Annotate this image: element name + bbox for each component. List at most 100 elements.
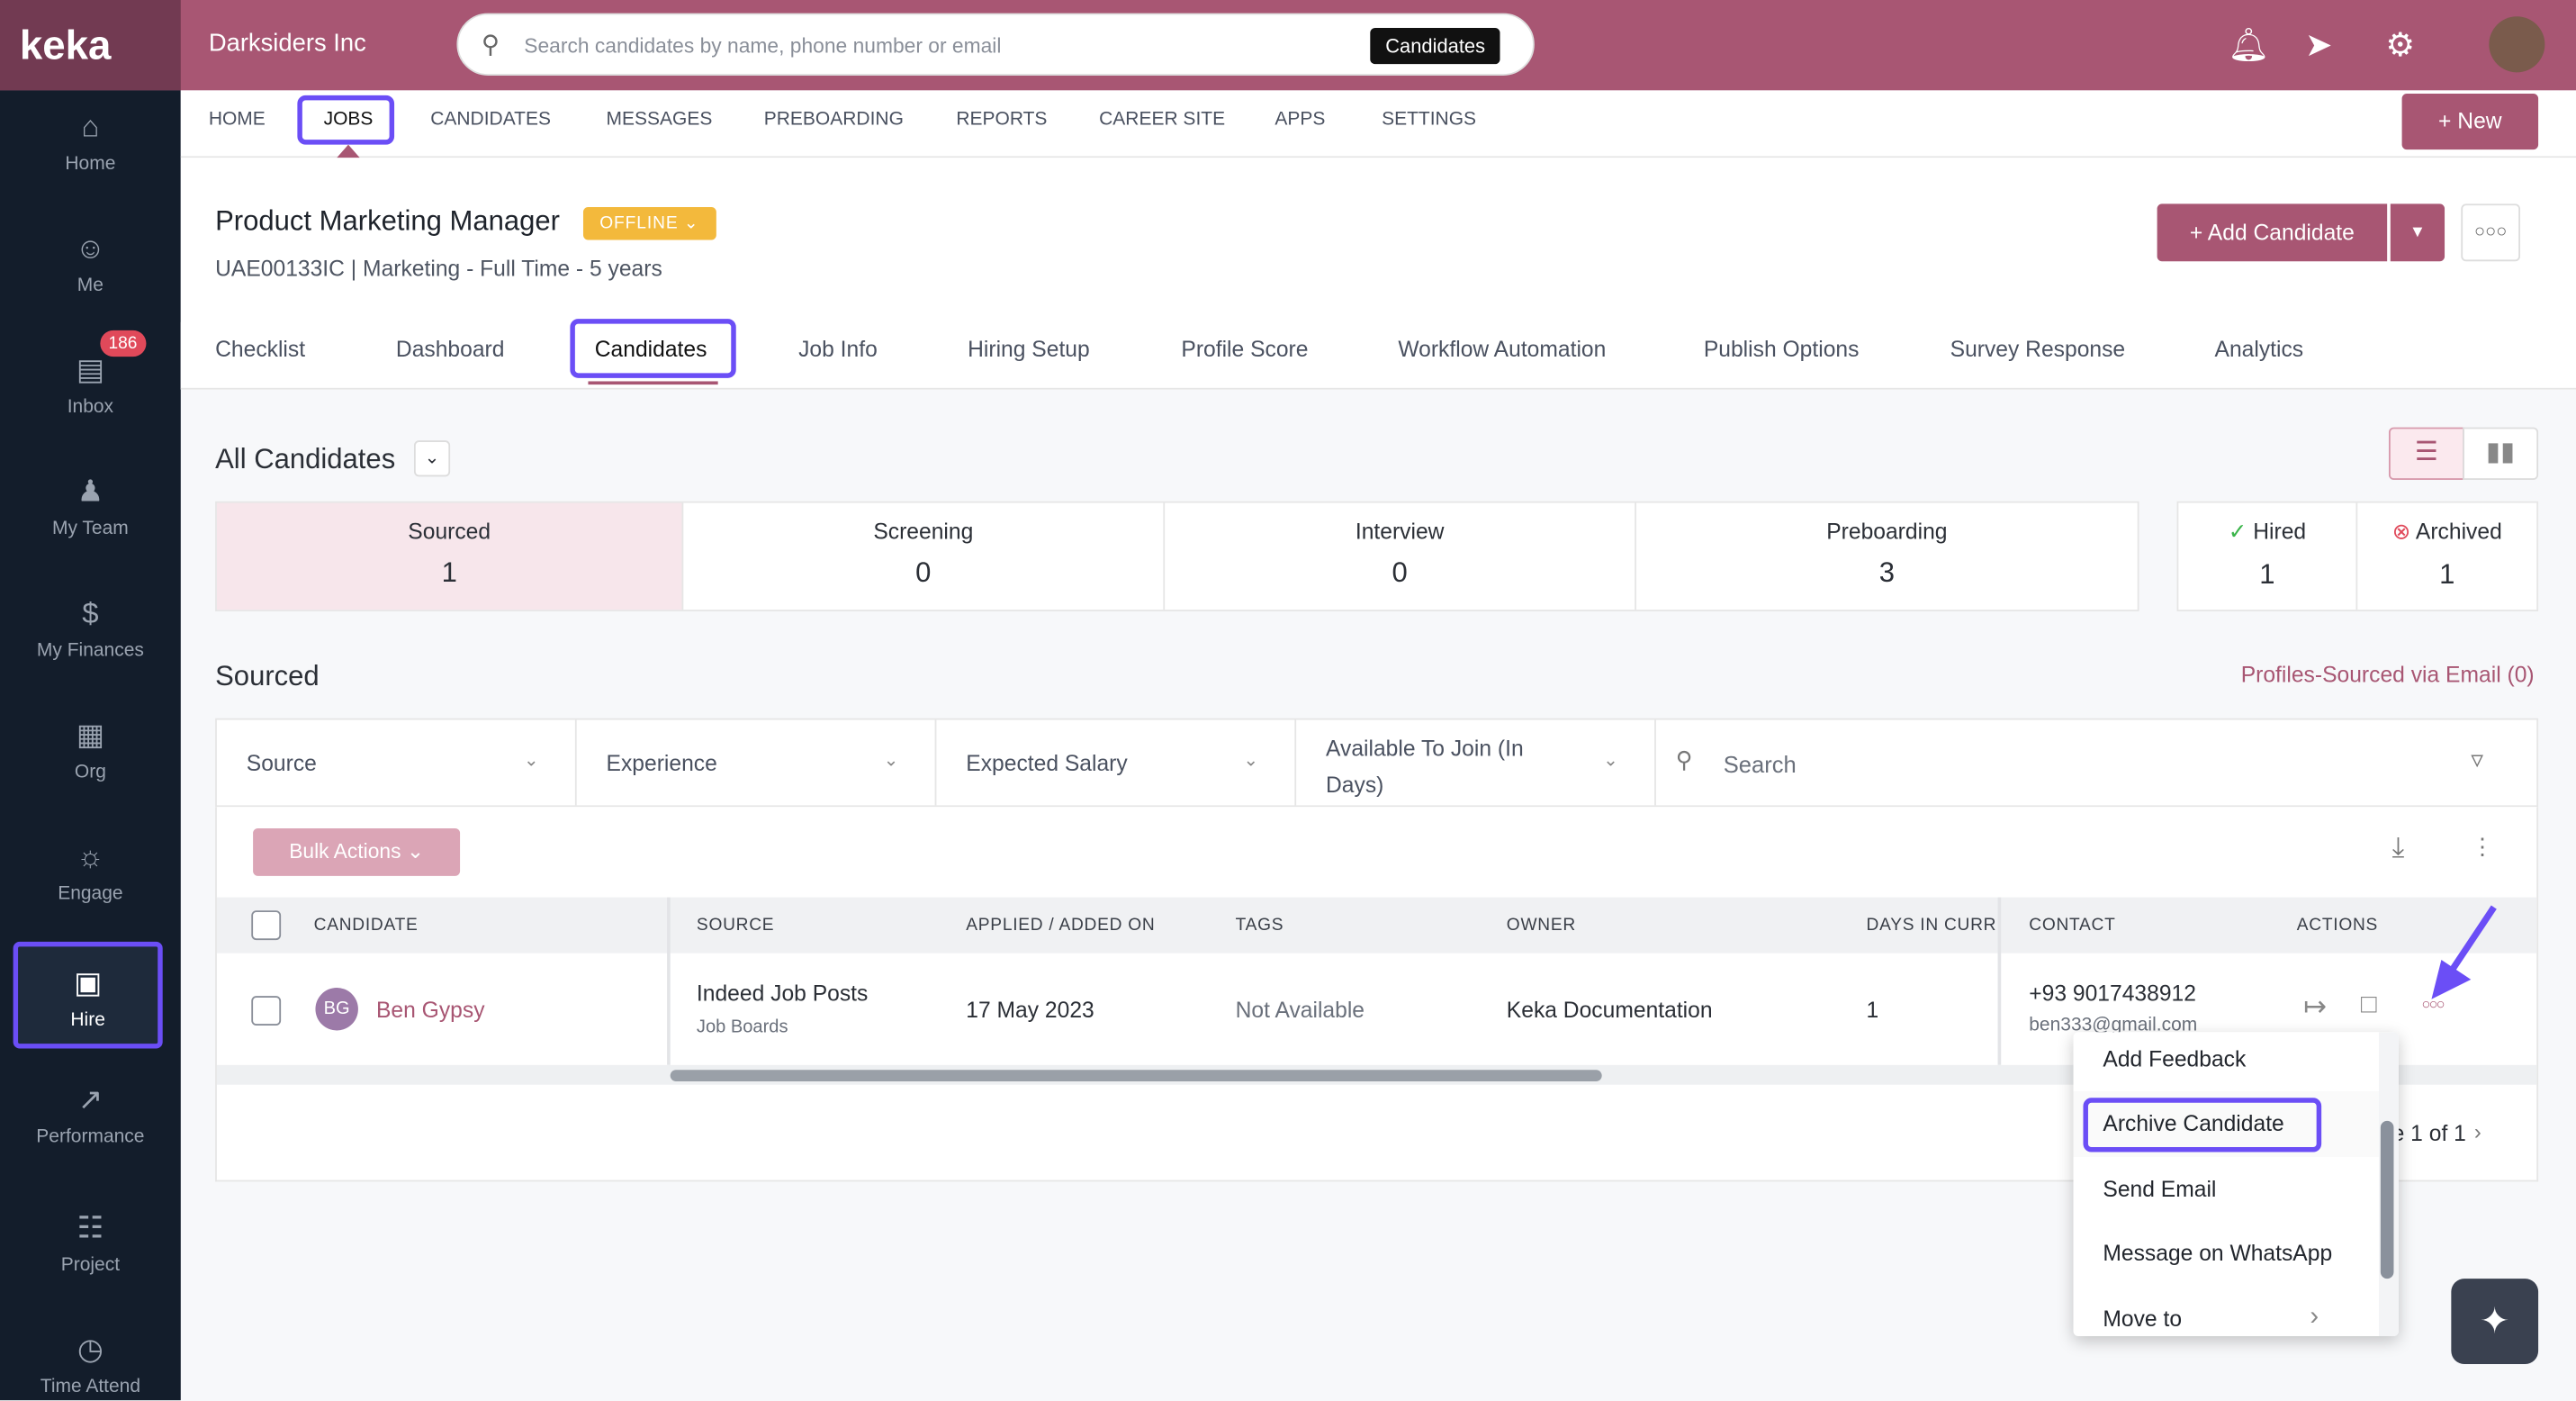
sidebar-item-me[interactable]: ☺ Me: [0, 212, 181, 333]
stage-screening[interactable]: Screening 0: [681, 502, 1163, 610]
inbox-icon: ▤: [76, 353, 104, 386]
filter-expected-salary[interactable]: Expected Salary ⌄: [936, 719, 1297, 806]
global-search[interactable]: ⚲ Search candidates by name, phone numbe…: [456, 13, 1535, 76]
section-heading: Sourced: [215, 660, 320, 692]
table-search-input[interactable]: Search: [1723, 751, 1797, 778]
select-all-checkbox[interactable]: [251, 910, 282, 941]
clear-filter-icon[interactable]: ▿: [2471, 746, 2483, 774]
tab-checklist[interactable]: Checklist: [215, 337, 306, 362]
filter-bar: Source ⌄ Experience ⌄ Expected Salary ⌄ Ava…: [215, 718, 2539, 808]
download-icon[interactable]: ⤓: [2391, 831, 2405, 863]
row-checkbox[interactable]: [251, 996, 282, 1026]
nav-settings[interactable]: SETTINGS: [1382, 110, 1477, 131]
tab-hiring-setup[interactable]: Hiring Setup: [968, 337, 1090, 362]
col-tags[interactable]: TAGS: [1235, 915, 1284, 936]
bulk-actions-button[interactable]: Bulk Actions ⌄: [253, 827, 461, 876]
engage-icon: ☼: [77, 839, 104, 873]
tab-publish-options[interactable]: Publish Options: [1703, 337, 1860, 362]
add-candidate-button[interactable]: + Add Candidate: [2157, 203, 2388, 262]
tab-survey-response[interactable]: Survey Response: [1950, 337, 2126, 362]
col-actions[interactable]: ACTIONS: [2296, 915, 2379, 936]
job-status-dropdown[interactable]: OFFLINE ⌄: [582, 206, 716, 240]
bell-icon[interactable]: 🔔︎: [2228, 28, 2270, 65]
sidebar-item-engage[interactable]: ☼ Engage: [0, 820, 181, 942]
tab-dashboard[interactable]: Dashboard: [395, 337, 505, 362]
table-row[interactable]: BG Ben Gypsy Indeed Job Posts Job Boards…: [217, 954, 2536, 1065]
user-icon: ☺: [75, 231, 106, 265]
filter-available-to-join[interactable]: Available To Join (In Days) ⌄: [1296, 719, 1656, 806]
add-candidate-dropdown[interactable]: ▼: [2390, 203, 2445, 262]
stage-interview[interactable]: Interview 0: [1163, 502, 1635, 610]
more-actions-icon[interactable]: ○○○: [2421, 996, 2445, 1013]
col-contact[interactable]: CONTACT: [2029, 915, 2116, 936]
table-header: [216, 897, 2537, 954]
nav-reports[interactable]: REPORTS: [956, 110, 1048, 131]
nav-jobs[interactable]: JOBS: [323, 110, 374, 131]
menu-move-to[interactable]: Move to: [2103, 1306, 2183, 1332]
profiles-sourced-link[interactable]: Profiles-Sourced via Email (0): [2240, 662, 2535, 687]
filter-experience[interactable]: Experience ⌄: [577, 719, 937, 806]
job-more-button[interactable]: ○○○: [2461, 203, 2521, 262]
menu-message-whatsapp[interactable]: Message on WhatsApp: [2103, 1241, 2333, 1266]
tab-workflow-automation[interactable]: Workflow Automation: [1398, 337, 1607, 362]
col-candidate[interactable]: CANDIDATE: [313, 915, 419, 936]
kanban-view-icon[interactable]: ▮▮: [2463, 427, 2539, 480]
magic-wand-icon[interactable]: ✦: [2451, 1279, 2539, 1364]
sidebar-item-org[interactable]: ▦ Org: [0, 699, 181, 820]
sidebar-item-performance[interactable]: ↗ Performance: [0, 1063, 181, 1185]
nav-career-site[interactable]: CAREER SITE: [1099, 110, 1226, 131]
move-stage-icon[interactable]: ↦: [2303, 990, 2328, 1023]
nav-preboarding[interactable]: PREBOARDING: [763, 110, 904, 131]
kebab-menu-icon[interactable]: ⋮: [2471, 833, 2494, 860]
tags: Not Available: [1235, 997, 1365, 1023]
tab-candidates[interactable]: Candidates: [594, 337, 707, 362]
team-icon: ♟: [77, 475, 104, 509]
col-days[interactable]: DAYS IN CURRI: [1866, 915, 1998, 936]
stage-archived[interactable]: ⊗ Archived 1: [2391, 519, 2502, 591]
list-view-icon[interactable]: ☰: [2388, 427, 2464, 480]
stage-hired[interactable]: ✓ Hired 1: [2178, 502, 2358, 610]
tab-analytics[interactable]: Analytics: [2214, 337, 2304, 362]
keka-logo[interactable]: keka: [0, 0, 181, 91]
candidate-name-link[interactable]: Ben Gypsy: [375, 997, 485, 1023]
job-tabs: [180, 321, 2576, 390]
home-icon: ⌂: [81, 110, 100, 143]
sidebar-item-project[interactable]: ☷ Project: [0, 1191, 181, 1313]
horizontal-scrollbar[interactable]: [670, 1070, 1602, 1082]
menu-add-feedback[interactable]: Add Feedback: [2103, 1046, 2247, 1072]
comment-icon[interactable]: □: [2360, 990, 2377, 1019]
nav-home[interactable]: HOME: [208, 110, 266, 131]
search-scope-button[interactable]: Candidates: [1370, 28, 1500, 65]
stage-preboarding[interactable]: Preboarding 3: [1635, 502, 2138, 610]
nav-candidates[interactable]: CANDIDATES: [430, 110, 551, 131]
sidebar-item-time-attend[interactable]: ◷ Time Attend: [0, 1313, 181, 1401]
col-owner[interactable]: OWNER: [1506, 915, 1576, 936]
sidebar-item-hire[interactable]: ▣ Hire: [13, 941, 163, 1049]
tab-job-info[interactable]: Job Info: [798, 337, 878, 362]
user-avatar[interactable]: [2489, 16, 2545, 73]
sidebar-item-home[interactable]: ⌂ Home: [0, 90, 181, 212]
menu-archive-candidate[interactable]: Archive Candidate: [2103, 1110, 2284, 1136]
sidebar-item-my-finances[interactable]: $ My Finances: [0, 577, 181, 699]
col-applied[interactable]: APPLIED / ADDED ON: [966, 915, 1156, 936]
tab-profile-score[interactable]: Profile Score: [1181, 337, 1309, 362]
next-page-icon[interactable]: ›: [2473, 1119, 2481, 1144]
rocket-icon[interactable]: ➤: [2304, 28, 2333, 65]
frozen-divider: [667, 897, 671, 1065]
menu-scrollbar[interactable]: [2380, 1120, 2394, 1279]
col-source[interactable]: SOURCE: [696, 915, 775, 936]
sidebar-item-my-team[interactable]: ♟ My Team: [0, 456, 181, 577]
menu-send-email[interactable]: Send Email: [2103, 1176, 2217, 1202]
filter-source[interactable]: Source ⌄: [217, 719, 577, 806]
gear-icon[interactable]: ⚙: [2385, 28, 2416, 65]
top-nav: [180, 90, 2576, 158]
stage-sourced[interactable]: Sourced 1: [216, 502, 682, 610]
search-input[interactable]: Search candidates by name, phone number …: [524, 34, 1002, 58]
chevron-down-icon[interactable]: ⌄: [413, 440, 451, 477]
nav-apps[interactable]: APPS: [1274, 110, 1326, 131]
new-button[interactable]: + New: [2401, 94, 2539, 150]
company-name: Darksiders Inc: [208, 29, 366, 58]
source: Indeed Job Posts: [696, 981, 869, 1007]
nav-messages[interactable]: MESSAGES: [606, 110, 713, 131]
sidebar-item-inbox[interactable]: 186 ▤ Inbox: [0, 330, 181, 456]
